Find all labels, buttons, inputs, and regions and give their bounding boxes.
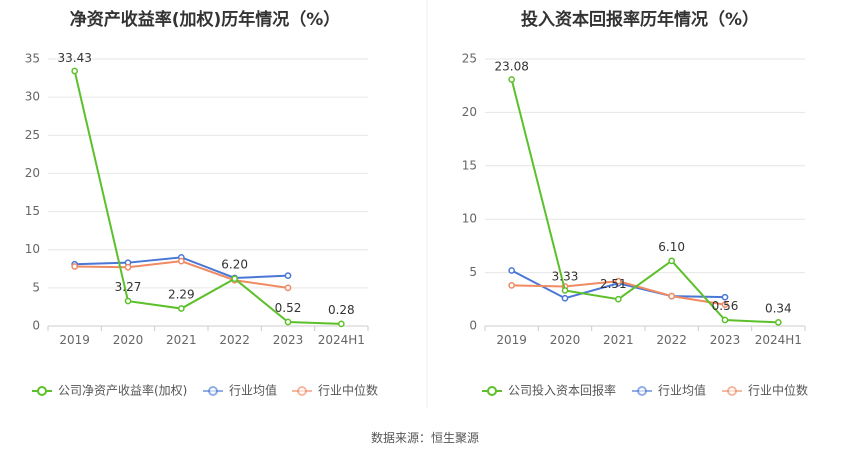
data-point[interactable] [721, 316, 729, 324]
data-label: 0.28 [328, 303, 355, 317]
data-point[interactable] [774, 319, 782, 326]
data-label: 0.52 [275, 301, 302, 315]
y-tick-label: 5 [469, 265, 477, 279]
data-point[interactable] [668, 257, 676, 265]
data-point[interactable] [124, 297, 132, 305]
data-point[interactable] [124, 263, 132, 271]
data-point[interactable] [721, 301, 729, 308]
data-label: 0.56 [712, 299, 739, 313]
data-point[interactable] [614, 277, 622, 285]
data-label: 0.34 [765, 301, 792, 315]
data-point[interactable] [337, 320, 345, 328]
x-tick-label: 2024H1 [755, 333, 802, 347]
data-point[interactable] [284, 284, 292, 292]
data-point[interactable] [508, 282, 516, 289]
y-tick-label: 0 [469, 319, 477, 333]
y-tick-label: 25 [462, 52, 477, 66]
data-label: 2.29 [168, 288, 195, 302]
data-label: 3.27 [115, 280, 142, 294]
data-point[interactable] [614, 295, 622, 303]
x-tick-label: 2020 [113, 333, 144, 347]
legend-label: 行业均值 [658, 383, 706, 398]
data-point[interactable] [508, 267, 516, 274]
legend-item[interactable]: 行业中位数 [292, 383, 378, 398]
data-point[interactable] [177, 257, 185, 265]
roic-chart-panel: 投入资本回报率历年情况（%） 0 5 10 15 20 25 2019 2020 2021 2022… [462, 9, 808, 398]
legend-marker-icon [37, 386, 47, 396]
data-source-label: 数据来源：恒生聚源 [371, 430, 479, 445]
legend-item[interactable]: 行业均值 [632, 383, 706, 398]
legend-label: 行业均值 [229, 383, 277, 398]
series-line [73, 70, 342, 325]
data-label: 6.10 [658, 240, 685, 254]
chart-title: 投入资本回报率历年情况（%） [521, 9, 759, 30]
y-tick-label: 25 [25, 128, 40, 142]
data-point[interactable] [284, 318, 292, 326]
y-tick-label: 15 [25, 204, 40, 218]
y-tick-label: 15 [462, 158, 477, 172]
legend-marker-icon [727, 386, 737, 396]
legend-item[interactable]: 公司投入资本回报率 [482, 383, 616, 398]
legend-marker-icon [637, 386, 647, 396]
x-tick-label: 2022 [219, 333, 250, 347]
data-point[interactable] [177, 305, 185, 312]
legend-label: 行业中位数 [748, 383, 808, 398]
data-point[interactable] [561, 287, 569, 294]
data-label: 23.08 [494, 60, 528, 74]
x-tick-label: 2019 [59, 333, 90, 347]
y-tick-label: 0 [32, 319, 40, 333]
chart-title: 净资产收益率(加权)历年情况（%） [70, 9, 341, 30]
legend-item[interactable]: 行业中位数 [722, 383, 808, 398]
data-point[interactable] [508, 76, 516, 83]
y-tick-label: 20 [462, 105, 477, 119]
legend-label: 公司净资产收益率(加权) [58, 383, 187, 398]
data-point[interactable] [284, 272, 292, 280]
data-label: 33.43 [57, 51, 91, 65]
y-tick-label: 35 [25, 52, 40, 66]
x-tick-label: 2021 [166, 333, 197, 347]
legend-label: 行业中位数 [318, 383, 378, 398]
y-tick-label: 30 [25, 90, 40, 104]
x-tick-label: 2024H1 [318, 333, 365, 347]
y-tick-label: 5 [32, 280, 40, 294]
data-point[interactable] [231, 275, 239, 283]
data-point[interactable] [71, 263, 79, 270]
data-point[interactable] [71, 67, 79, 75]
x-tick-label: 2023 [710, 333, 741, 347]
legend-item[interactable]: 行业均值 [203, 383, 277, 398]
legend-marker-icon [297, 386, 307, 396]
legend-label: 公司投入资本回报率 [508, 383, 616, 398]
data-label: 6.20 [221, 258, 248, 272]
data-label: 3.33 [552, 269, 579, 283]
series-line [74, 260, 289, 289]
x-tick-label: 2022 [656, 333, 687, 347]
x-tick-label: 2021 [603, 333, 634, 347]
x-tick-label: 2020 [550, 333, 581, 347]
series-line [510, 79, 779, 324]
x-tick-label: 2019 [496, 333, 527, 347]
legend-marker-icon [208, 386, 218, 396]
legend-marker-icon [487, 386, 497, 396]
data-point[interactable] [721, 293, 729, 301]
data-point[interactable] [561, 294, 569, 302]
roe-chart-panel: 净资产收益率(加权)历年情况（%） 0 5 10 15 20 25 30 35 2019 2020 2… [25, 9, 378, 398]
x-tick-label: 2023 [273, 333, 304, 347]
data-label: 2.51 [600, 277, 627, 291]
y-tick-label: 10 [25, 242, 40, 256]
y-tick-label: 10 [462, 212, 477, 226]
data-point[interactable] [668, 292, 676, 300]
legend-item[interactable]: 公司净资产收益率(加权) [32, 383, 187, 398]
y-tick-label: 20 [25, 166, 40, 180]
